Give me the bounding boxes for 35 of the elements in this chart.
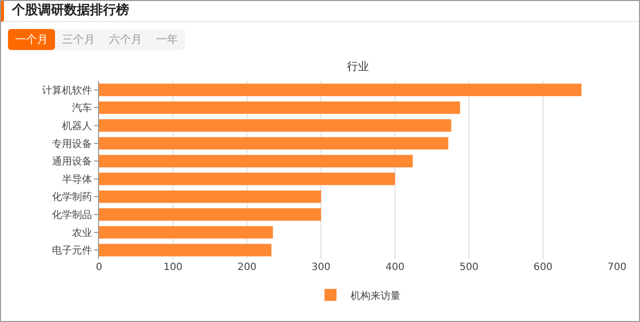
text: 六个月 xyxy=(108,32,143,48)
y-tick-label: 专用设备 xyxy=(52,138,92,150)
x-tick-label: 200 xyxy=(237,262,257,273)
x-tick-label: 600 xyxy=(533,262,553,273)
y-axis-title: 行业 xyxy=(347,60,369,73)
bar xyxy=(99,119,452,132)
x-tick-label: 400 xyxy=(385,262,405,273)
bar xyxy=(99,154,413,168)
text: 一个月 xyxy=(8,29,55,50)
bar xyxy=(99,137,448,150)
chart-title: 个股调研数据排行榜 xyxy=(1,1,639,22)
y-tick-label: 电子元件 xyxy=(52,244,92,257)
x-tick-label: 0 xyxy=(96,262,102,273)
bar xyxy=(99,208,321,221)
y-tick-label: 机器人 xyxy=(62,120,92,132)
x-tick-label: 500 xyxy=(459,262,479,273)
legend-label: 机构来访量 xyxy=(350,290,400,302)
y-tick-label: 计算机软件 xyxy=(42,84,92,96)
bar xyxy=(99,84,582,96)
x-tick-label: 300 xyxy=(311,262,331,273)
bar xyxy=(99,244,272,256)
bar xyxy=(99,226,273,239)
y-tick-label: 半导体 xyxy=(62,173,92,186)
y-tick-label: 农业 xyxy=(72,226,92,239)
bar xyxy=(99,172,395,186)
x-tick-label: 100 xyxy=(163,262,183,273)
y-tick-label: 汽车 xyxy=(72,102,92,114)
text: 三个月 xyxy=(61,32,96,48)
y-tick-label: 通用设备 xyxy=(52,156,92,168)
bar xyxy=(99,101,460,114)
bar xyxy=(99,190,321,203)
x-tick-label: 700 xyxy=(607,262,627,273)
y-tick-label: 化学制药 xyxy=(52,191,92,204)
y-tick-label: 化学制品 xyxy=(52,209,92,221)
text: 一年 xyxy=(155,32,179,48)
